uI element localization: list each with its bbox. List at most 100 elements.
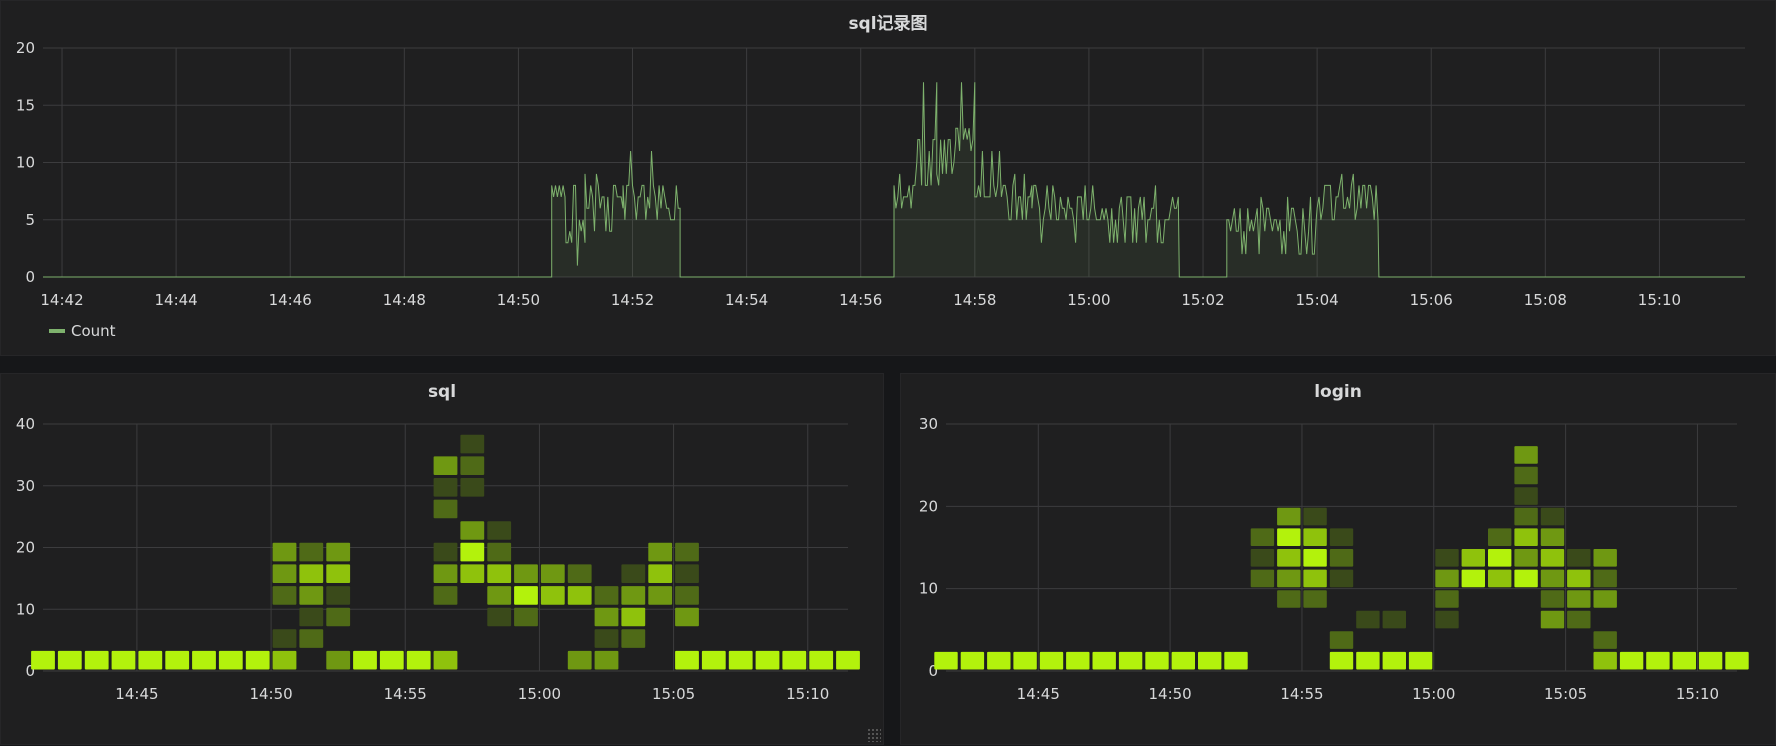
heatmap-cell (460, 521, 485, 540)
heatmap-cell (648, 542, 673, 562)
y-tick-label: 0 (25, 268, 35, 286)
heatmap-cell (1329, 549, 1354, 567)
heatmap-cell (960, 651, 985, 670)
heatmap-cell (460, 542, 485, 562)
heatmap-cell (648, 564, 673, 583)
heatmap-cell (433, 586, 458, 605)
heatmap-cell (326, 586, 351, 605)
heatmap-cell (1277, 507, 1301, 526)
heatmap-cell (272, 629, 297, 648)
series-area-count (43, 82, 1745, 277)
heatmap-cell (836, 650, 860, 670)
heatmap-cell (809, 650, 834, 670)
x-tick-label: 15:05 (1544, 685, 1587, 703)
x-tick-label: 14:48 (383, 291, 426, 309)
heatmap-cell (675, 607, 699, 627)
heatmap-cell (487, 586, 512, 605)
legend[interactable]: Count (49, 322, 116, 340)
heatmap-cell (1593, 651, 1617, 670)
heatmap-cell (514, 564, 538, 583)
heatmap-cell (1435, 569, 1459, 588)
heatmap-cell (514, 586, 538, 605)
heatmap-cell (1356, 651, 1380, 670)
resize-handle[interactable] (867, 728, 881, 742)
heatmap-cell (1646, 651, 1670, 670)
heatmap-cell (1303, 528, 1327, 546)
heatmap-cell (1277, 549, 1301, 567)
heatmap-cell (1408, 651, 1433, 670)
y-tick-label: 30 (16, 477, 35, 495)
heatmap-cell (1461, 569, 1485, 588)
heatmap-cell (1198, 651, 1222, 670)
heatmap-cell (1698, 651, 1723, 670)
heatmap-cell (1250, 549, 1275, 567)
heatmap-cell (1514, 549, 1538, 567)
login-heatmap-panel[interactable]: login 0 10 20 30 14:45 14:50 14:55 15:00 15:05 15… (900, 373, 1776, 745)
y-tick-label: 20 (16, 539, 35, 557)
heatmap-cell (433, 650, 458, 670)
heatmap-cell (192, 650, 216, 670)
heatmap-cell (1514, 507, 1538, 526)
heatmap-cell (299, 607, 324, 627)
x-tick-label: 14:45 (1017, 685, 1060, 703)
heatmap-cell (1540, 549, 1565, 567)
heatmap-cell (1540, 507, 1565, 526)
heatmap-cell (487, 542, 512, 562)
heatmap-cell (433, 542, 458, 562)
heatmap-cell (934, 651, 958, 670)
heatmap-cell (1277, 569, 1301, 588)
heatmap-cell (1514, 446, 1538, 464)
legend-swatch (49, 329, 65, 333)
sql-count-chart: 0 5 10 15 20 14:42 14:44 14:46 14:48 14:50 14:52 14… (16, 39, 1745, 309)
heatmap-cell (326, 650, 351, 670)
heatmap-cell (1329, 651, 1354, 670)
heatmap-cell (567, 564, 592, 583)
heatmap-cell (84, 650, 109, 670)
heatmap-cell (218, 650, 243, 670)
series-line-count (43, 82, 1745, 278)
heatmap-cell (1171, 651, 1195, 670)
sql-heatmap-chart: 0 10 20 30 40 14:45 14:50 14:55 15:00 15:05 15:10 (16, 415, 860, 703)
heatmap-cell (1514, 569, 1538, 588)
heatmap-cell (621, 629, 646, 648)
heatmap-cell (1488, 569, 1512, 588)
heatmap-cell (487, 607, 512, 627)
heatmap-cell (299, 542, 324, 562)
heatmap-cell (1329, 528, 1354, 546)
heatmap-cell (406, 650, 431, 670)
y-tick-label: 10 (16, 154, 35, 172)
heatmap-cell (675, 586, 699, 605)
panel-title[interactable]: sql (427, 382, 457, 402)
heatmap-cell (1039, 651, 1064, 670)
heatmap-cell (1593, 549, 1617, 567)
x-tick-label: 14:46 (269, 291, 312, 309)
heatmap-cell (1567, 549, 1591, 567)
x-tick-label: 14:56 (839, 291, 882, 309)
sql-heatmap-panel[interactable]: sql 0 10 20 30 40 14:45 14:50 14:55 15:00 15:05 15… (0, 373, 884, 745)
heatmap-cell (1382, 651, 1406, 670)
heatmap-cell (1540, 610, 1565, 629)
x-tick-label: 14:54 (725, 291, 768, 309)
x-tick-label: 14:50 (1148, 685, 1191, 703)
x-tick-label: 15:10 (1638, 291, 1681, 309)
heatmap-cell (460, 564, 485, 583)
heatmap-cell (594, 629, 619, 648)
panel-title[interactable]: login (1314, 382, 1362, 402)
panel-title[interactable]: sql记录图 (848, 14, 928, 34)
sql-count-panel[interactable]: sql记录图 0 5 10 15 20 14:42 14:44 14:46 14:48 14:50… (0, 0, 1776, 356)
heatmap-cell (1382, 610, 1406, 629)
x-tick-label: 14:55 (384, 685, 427, 703)
heatmap-cell (1250, 569, 1275, 588)
heatmap-cell (1540, 590, 1565, 608)
y-tick-label: 20 (919, 497, 938, 515)
heatmap-cell (1092, 651, 1116, 670)
heatmap-cell (1488, 528, 1512, 546)
heatmap-cell (1250, 528, 1275, 546)
heatmap-cell (1567, 569, 1591, 588)
legend-label-count[interactable]: Count (71, 322, 116, 340)
heatmap-cell (1567, 590, 1591, 608)
heatmap-cell (272, 564, 297, 583)
heatmap-cell (460, 478, 485, 497)
heatmap-cell (1118, 651, 1143, 670)
x-tick-label: 15:00 (518, 685, 561, 703)
